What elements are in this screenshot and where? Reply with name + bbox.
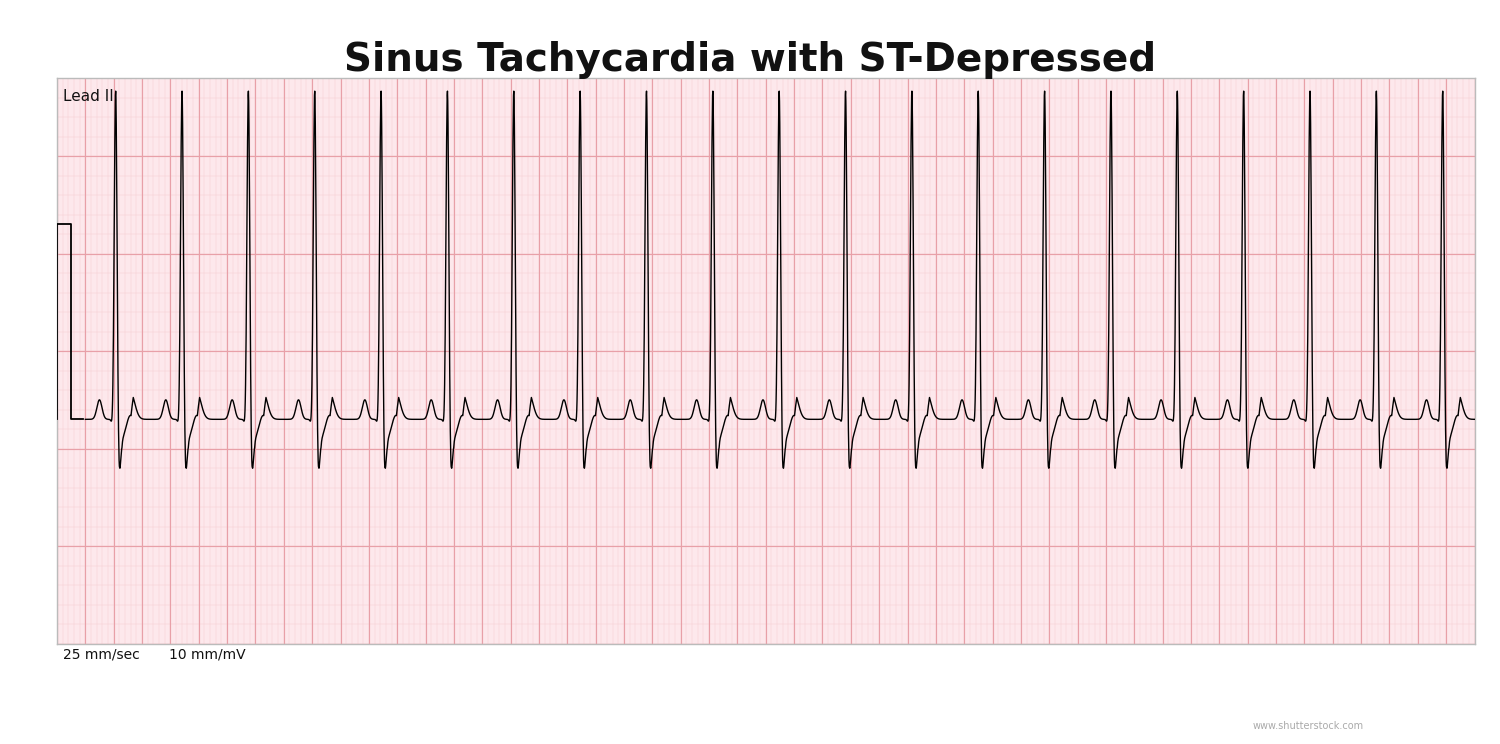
Text: o: o (222, 701, 240, 727)
Text: Sinus Tachycardia with ST-Depressed: Sinus Tachycardia with ST-Depressed (344, 41, 1156, 79)
Text: Lead II: Lead II (63, 89, 114, 104)
Text: ·: · (292, 699, 298, 718)
Text: IMAGE ID: 2322045625: IMAGE ID: 2322045625 (1200, 693, 1329, 704)
Text: www.shutterstock.com: www.shutterstock.com (1252, 721, 1364, 731)
Text: ck: ck (240, 701, 273, 727)
Text: shutterst: shutterst (38, 701, 176, 727)
Text: 25 mm/sec: 25 mm/sec (63, 647, 140, 661)
Text: 10 mm/mV: 10 mm/mV (170, 647, 246, 661)
